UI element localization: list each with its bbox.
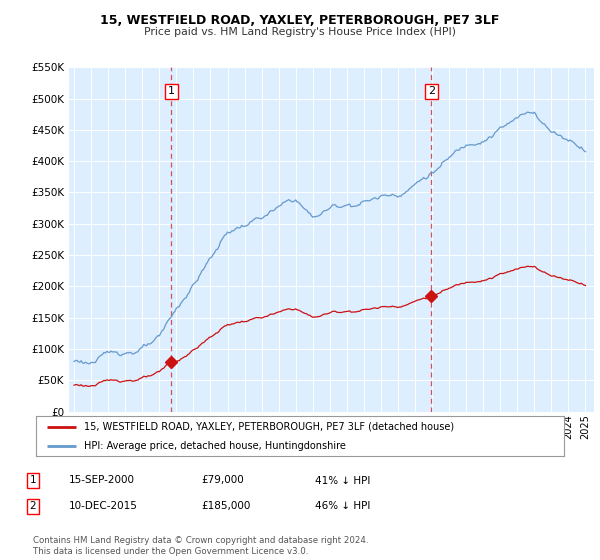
Text: 1: 1 [29, 475, 37, 486]
Text: Contains HM Land Registry data © Crown copyright and database right 2024.
This d: Contains HM Land Registry data © Crown c… [33, 536, 368, 556]
Text: Price paid vs. HM Land Registry's House Price Index (HPI): Price paid vs. HM Land Registry's House … [144, 27, 456, 37]
Text: 15-SEP-2000: 15-SEP-2000 [69, 475, 135, 486]
Text: £79,000: £79,000 [201, 475, 244, 486]
Text: 15, WESTFIELD ROAD, YAXLEY, PETERBOROUGH, PE7 3LF (detached house): 15, WESTFIELD ROAD, YAXLEY, PETERBOROUGH… [83, 422, 454, 432]
Text: 2: 2 [428, 86, 435, 96]
Text: HPI: Average price, detached house, Huntingdonshire: HPI: Average price, detached house, Hunt… [83, 441, 346, 451]
Text: 46% ↓ HPI: 46% ↓ HPI [315, 501, 370, 511]
Text: 10-DEC-2015: 10-DEC-2015 [69, 501, 138, 511]
Text: 15, WESTFIELD ROAD, YAXLEY, PETERBOROUGH, PE7 3LF: 15, WESTFIELD ROAD, YAXLEY, PETERBOROUGH… [100, 14, 500, 27]
Text: 1: 1 [168, 86, 175, 96]
Text: 41% ↓ HPI: 41% ↓ HPI [315, 475, 370, 486]
Text: £185,000: £185,000 [201, 501, 250, 511]
Text: 2: 2 [29, 501, 37, 511]
